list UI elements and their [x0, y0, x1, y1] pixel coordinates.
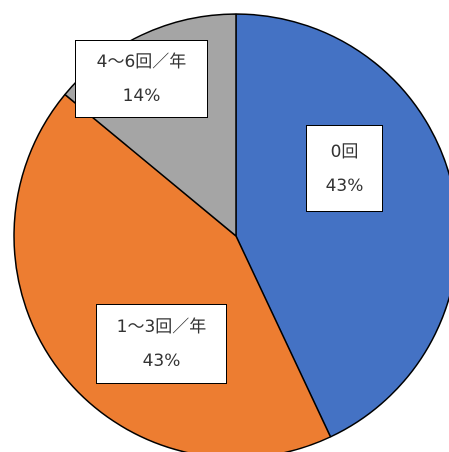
data-label-slice-1-category: 1〜3回／年 — [116, 317, 207, 337]
data-label-slice-0-category: 0回 — [330, 142, 359, 162]
data-label-slice-0: 0回 43% — [306, 125, 383, 212]
data-label-slice-2-category: 4〜6回／年 — [96, 52, 187, 72]
data-label-slice-1-percent: 43% — [142, 351, 181, 371]
pie-slice-0 — [235, 13, 449, 438]
data-label-slice-0-percent: 43% — [325, 176, 364, 196]
pie-slice-1 — [13, 93, 332, 452]
data-label-slice-1: 1〜3回／年 43% — [96, 304, 227, 384]
data-label-slice-2: 4〜6回／年 14% — [75, 40, 208, 118]
data-label-slice-2-percent: 14% — [122, 86, 161, 106]
